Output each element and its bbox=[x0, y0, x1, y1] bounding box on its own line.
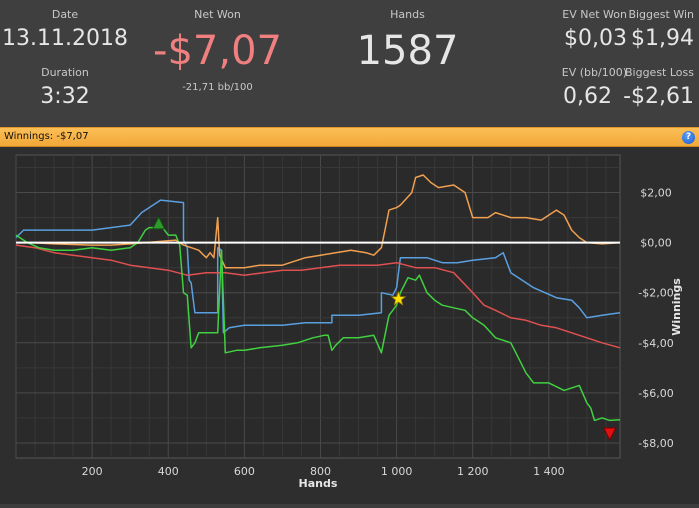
x-axis-label: Hands bbox=[299, 477, 338, 490]
ev-net-won-value: $0,03 bbox=[564, 26, 627, 51]
winnings-banner-text: Winnings: -$7,07 bbox=[4, 131, 89, 142]
x-tick-label: 1 200 bbox=[457, 465, 489, 478]
y-tick-label: $2,00 bbox=[640, 187, 672, 200]
winnings-chart-svg: 200 400 600 800 1 000 1 200 1 400 $2,00 $0,00 -$… bbox=[15, 154, 683, 490]
hands-value: 1587 bbox=[356, 28, 459, 74]
x-tick-label: 600 bbox=[234, 465, 255, 478]
series-line-4 bbox=[15, 224, 621, 422]
star-marker bbox=[390, 290, 407, 306]
winnings-banner: Winnings: -$7,07 ? bbox=[0, 127, 699, 147]
x-axis-ticks: 200 400 600 800 1 000 1 200 1 400 bbox=[82, 465, 565, 478]
y-tick-label: -$8,00 bbox=[638, 437, 673, 450]
net-won-value: -$7,07 bbox=[153, 28, 282, 74]
duration-label: Duration bbox=[41, 66, 89, 79]
y-tick-label: -$6,00 bbox=[638, 387, 673, 400]
help-icon[interactable]: ? bbox=[682, 131, 695, 144]
net-won-label: Net Won bbox=[194, 8, 241, 21]
series-line-3 bbox=[15, 244, 621, 349]
net-won-bb: -21,71 bb/100 bbox=[182, 82, 253, 93]
hands-label: Hands bbox=[390, 8, 425, 21]
biggest-win-label: Biggest Win bbox=[628, 8, 694, 21]
series-line-1 bbox=[15, 199, 621, 334]
y-tick-label: $0,00 bbox=[640, 237, 672, 250]
biggest-loss-label: Biggest Loss bbox=[624, 66, 694, 79]
winnings-chart: 200 400 600 800 1 000 1 200 1 400 $2,00 $0,00 -$… bbox=[0, 147, 699, 504]
y-axis-ticks: $2,00 $0,00 -$2,00 -$4,00 -$6,00 -$8,00 bbox=[638, 187, 673, 450]
x-tick-label: 400 bbox=[158, 465, 179, 478]
series-lines bbox=[15, 174, 621, 422]
x-tick-label: 200 bbox=[82, 465, 103, 478]
x-tick-label: 1 400 bbox=[533, 465, 565, 478]
markers bbox=[151, 215, 617, 442]
biggest-win-value: $1,94 bbox=[631, 26, 694, 51]
series-line-2 bbox=[16, 174, 621, 269]
plot-area bbox=[15, 154, 621, 459]
y-axis-label: Winnings bbox=[670, 278, 683, 336]
y-tick-label: -$4,00 bbox=[638, 337, 673, 350]
biggest-loss-value: -$2,61 bbox=[623, 84, 694, 109]
ev-bb-label: EV (bb/100) bbox=[561, 66, 627, 79]
ev-bb-value: 0,62 bbox=[563, 84, 612, 109]
date-label: Date bbox=[51, 8, 79, 21]
date-value: 13.11.2018 bbox=[2, 26, 128, 51]
stats-panel: Date 13.11.2018 Duration 3:32 Net Won -$… bbox=[0, 0, 699, 127]
x-tick-label: 800 bbox=[310, 465, 331, 478]
biggest-win-marker bbox=[151, 215, 166, 230]
biggest-loss-marker bbox=[602, 427, 617, 442]
x-tick-label: 1 000 bbox=[381, 465, 413, 478]
duration-value: 3:32 bbox=[40, 84, 90, 109]
y-tick-label: -$2,00 bbox=[638, 287, 673, 300]
ev-net-won-label: EV Net Won bbox=[562, 8, 627, 21]
